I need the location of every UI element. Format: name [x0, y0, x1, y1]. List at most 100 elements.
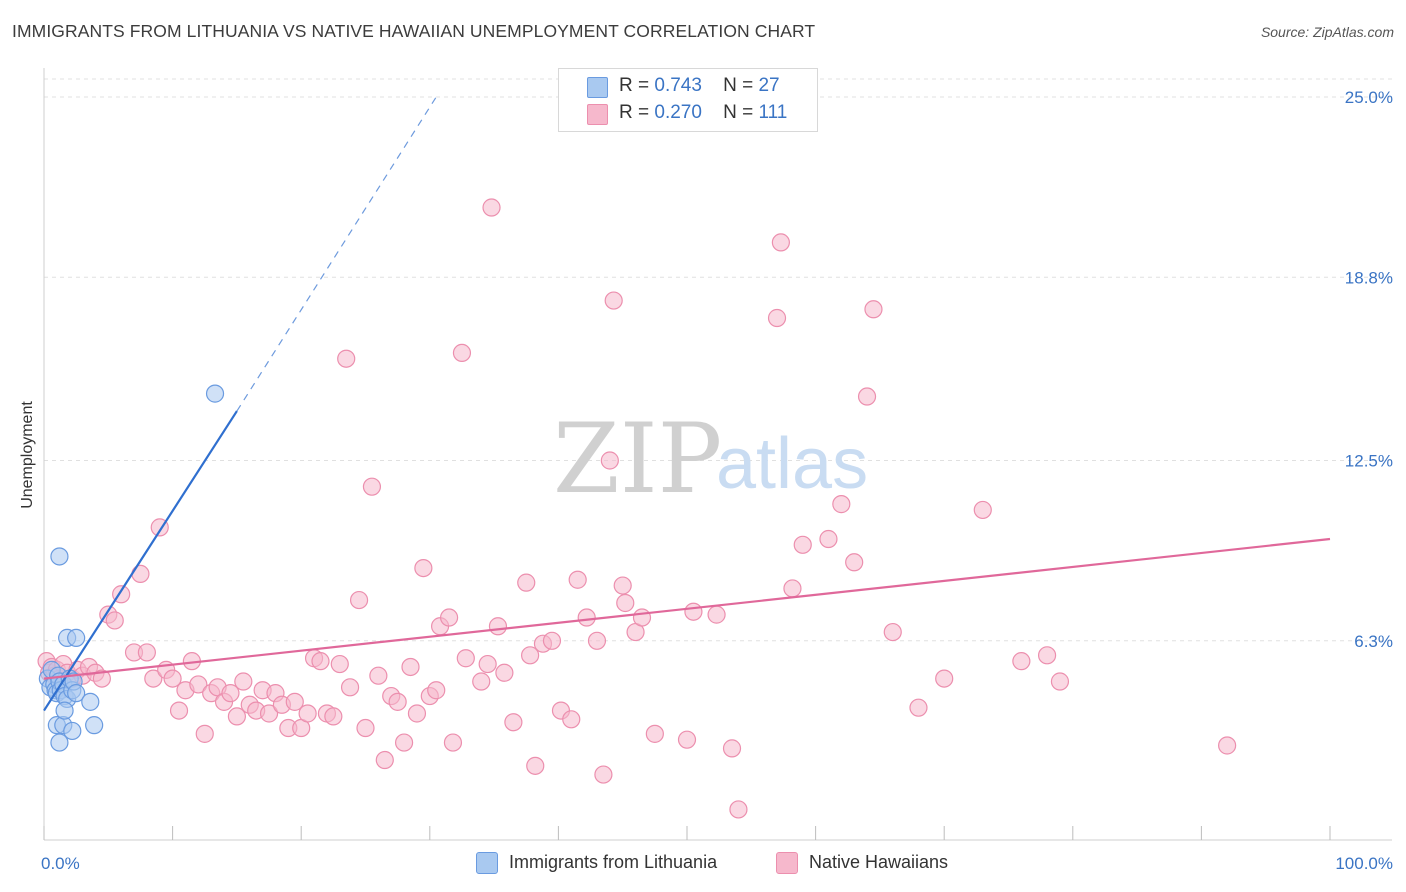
- legend-swatch-hawaiians: [587, 104, 608, 125]
- lithuania-point-24: [67, 628, 86, 647]
- hawaiians-point-105: [845, 553, 864, 572]
- hawaiians-point-75: [504, 713, 523, 732]
- hawaiians-point-46: [311, 652, 330, 671]
- axes: [43, 68, 1392, 841]
- legend-n-label: N =: [723, 75, 754, 96]
- hawaiians-point-99: [767, 308, 787, 328]
- hawaiians-point-77: [521, 646, 540, 665]
- hawaiians-point-61: [407, 704, 427, 723]
- hawaiians-point-112: [1012, 652, 1031, 671]
- hawaiians-point-78: [526, 756, 545, 775]
- y-tick-label-3: 25.0%: [1345, 88, 1393, 107]
- hawaiians-point-59: [394, 733, 414, 752]
- hawaiians-point-104: [832, 495, 851, 514]
- legend-swatch-lithuania: [587, 77, 608, 98]
- hawaiians-point-13: [92, 669, 111, 688]
- hawaiians-point-53: [356, 718, 375, 738]
- source-note: Source: ZipAtlas.com: [1260, 24, 1394, 40]
- hawaiians-point-62: [414, 558, 433, 578]
- hawaiians-point-88: [604, 291, 623, 310]
- hawaiians-point-20: [144, 669, 163, 688]
- hawaiians-point-108: [883, 622, 902, 642]
- hawaiians-point-48: [324, 707, 343, 726]
- hawaiians-point-97: [722, 739, 742, 758]
- hawaiians-point-19: [137, 643, 156, 662]
- hawaiians-point-69: [456, 649, 475, 668]
- hawaiians-point-89: [613, 576, 632, 595]
- hawaiians-point-92: [632, 608, 652, 627]
- hawaiians-point-28: [195, 724, 214, 743]
- hawaiians-point-27: [189, 675, 208, 694]
- hawaiians-point-111: [973, 500, 992, 520]
- watermark-atlas: atlas: [716, 424, 868, 504]
- hawaiians-point-24: [169, 701, 189, 720]
- y-tick-label-2: 18.8%: [1345, 268, 1393, 287]
- hawaiians-point-42: [285, 692, 304, 711]
- hawaiians-point-74: [495, 663, 514, 682]
- lithuania-point-20: [55, 701, 74, 720]
- lithuania-point-26: [205, 384, 225, 403]
- bottom-legend-label-lithuania: Immigrants from Lithuania: [509, 852, 718, 872]
- legend-r-value: 0.270: [654, 102, 702, 123]
- x-tick-label-start: 0.0%: [41, 854, 80, 873]
- chart-title: IMMIGRANTS FROM LITHUANIA VS NATIVE HAWA…: [12, 21, 816, 41]
- bottom-legend-swatch-hawaiians: [776, 852, 798, 874]
- hawaiians-point-38: [259, 704, 279, 723]
- hawaiians-point-33: [227, 707, 246, 726]
- lithuania-point-21: [81, 692, 100, 711]
- hawaiians-point-94: [677, 730, 697, 749]
- legend-r-label: R =: [619, 75, 650, 96]
- hawaiians-point-85: [587, 631, 607, 650]
- hawaiians-point-55: [369, 666, 388, 685]
- watermark-zip: ZIP: [553, 403, 722, 515]
- hawaiians-point-76: [517, 573, 536, 592]
- hawaiians-point-64: [427, 681, 446, 700]
- hawaiians-point-86: [594, 765, 613, 784]
- hawaiians-point-95: [684, 602, 703, 621]
- hawaiians-point-44: [298, 704, 317, 723]
- legend-r-label: R =: [619, 102, 650, 123]
- hawaiians-point-80: [542, 631, 562, 650]
- hawaiians-point-15: [105, 611, 124, 630]
- watermark: ZIP atlas: [553, 403, 868, 515]
- trend-line-lithuania-extension: [236, 96, 437, 412]
- legend-n-value: 27: [758, 75, 780, 96]
- trend-line-lithuania: [43, 410, 238, 712]
- hawaiians-point-110: [935, 669, 954, 688]
- y-tick-label-1: 12.5%: [1345, 452, 1393, 471]
- x-tick-label-end: 100.0%: [1335, 854, 1393, 873]
- hawaiians-point-109: [909, 698, 928, 717]
- hawaiians-point-93: [645, 724, 664, 743]
- hawaiians-point-103: [819, 529, 838, 549]
- bottom-legend-swatch-lithuania: [476, 852, 498, 874]
- lithuania-point-15: [67, 684, 86, 703]
- tick-labels: 6.3% 12.5% 18.8% 25.0% 0.0% 100.0%: [41, 88, 1393, 873]
- hawaiians-point-70: [472, 672, 491, 691]
- lithuania-point-19: [63, 721, 82, 741]
- hawaiians-point-51: [340, 678, 360, 697]
- correlation-legend: R = 0.743 N = 27 R = 0.270 N = 111: [558, 68, 818, 132]
- hawaiians-point-115: [1218, 736, 1237, 755]
- hawaiians-point-49: [330, 654, 349, 674]
- hawaiians-point-96: [707, 605, 726, 624]
- hawaiians-point-73: [488, 617, 508, 636]
- hawaiians-point-114: [1050, 672, 1070, 691]
- hawaiians-point-84: [577, 608, 596, 627]
- gridlines: [44, 78, 1392, 642]
- hawaiians-point-113: [1037, 646, 1057, 665]
- hawaiians-point-100: [771, 233, 790, 252]
- hawaiians-point-107: [864, 300, 883, 319]
- y-tick-label-0: 6.3%: [1354, 632, 1393, 651]
- lithuania-point-18: [50, 733, 69, 752]
- hawaiians-point-23: [163, 669, 182, 688]
- hawaiians-point-71: [478, 654, 497, 674]
- legend-r-value: 0.743: [654, 75, 702, 96]
- hawaiians-point-82: [562, 710, 581, 729]
- hawaiians-point-66: [439, 608, 459, 627]
- series-immigrants-from-lithuania: [38, 384, 225, 752]
- hawaiians-point-98: [729, 800, 748, 819]
- hawaiians-point-54: [362, 477, 382, 496]
- hawaiians-point-102: [793, 535, 812, 554]
- legend-n-label: N =: [723, 102, 754, 123]
